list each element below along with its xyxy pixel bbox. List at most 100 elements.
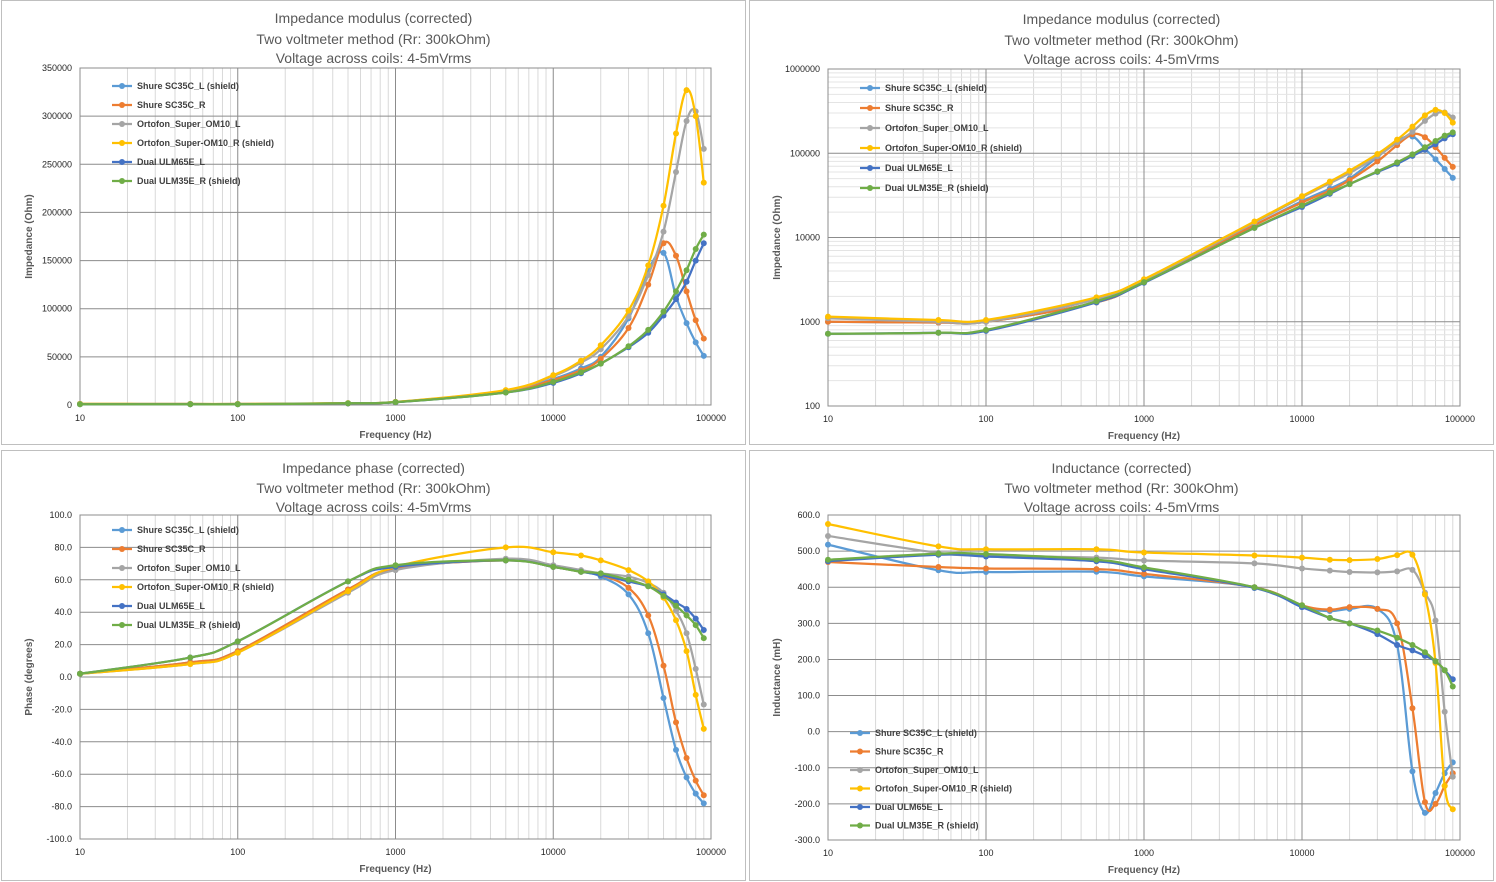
data-point — [673, 288, 680, 295]
data-point — [1441, 132, 1448, 139]
data-point — [1299, 565, 1305, 572]
legend-item: Dual ULM35E_R (shield) — [112, 176, 241, 186]
data-point — [700, 792, 707, 799]
data-point — [1374, 605, 1381, 612]
chart-panel-phase: 10 100 1000 10000 100000 -100.0 -80.0 -60.0 -40.… — [1, 450, 746, 881]
y-tick-label: 80.0 — [54, 542, 72, 552]
x-axis-title: Frequency (Hz) — [1108, 865, 1180, 876]
legend-label: Dual ULM65E_L — [137, 601, 206, 611]
data-point — [392, 399, 399, 406]
legend-marker — [867, 125, 873, 131]
legend-item: Dual ULM65E_L — [112, 601, 206, 611]
data-point — [673, 168, 680, 175]
data-point — [1432, 156, 1439, 163]
data-point — [187, 661, 194, 668]
legend-marker — [119, 546, 125, 552]
y-tick-label: 1000 — [800, 317, 820, 327]
legend-label: Shure SC35C_L (shield) — [137, 525, 239, 535]
data-point — [683, 612, 690, 619]
legend-item: Dual ULM65E_L — [112, 157, 206, 167]
legend-item: Dual ULM35E_R (shield) — [860, 183, 989, 193]
data-point — [1394, 136, 1401, 143]
y-tick-label: 100.0 — [49, 510, 72, 520]
data-point — [1409, 123, 1416, 130]
chart-title-line: Voltage across coils: 4-5mVrms — [1024, 51, 1220, 67]
y-tick-label: 150000 — [42, 256, 72, 266]
data-point — [1374, 556, 1381, 563]
legend-item: Shure SC35C_R — [850, 747, 944, 757]
y-axis-title: Impedance (Ohm) — [772, 195, 783, 279]
data-point — [1299, 554, 1305, 561]
data-point — [1251, 584, 1258, 591]
data-point — [1346, 181, 1353, 188]
data-point — [1374, 168, 1381, 175]
data-point — [645, 281, 652, 288]
y-tick-label: 0 — [67, 400, 72, 410]
y-tick-label: -60.0 — [51, 769, 72, 779]
series-line — [79, 242, 705, 406]
legend-label: Ortofon_Super-OM10_R (shield) — [875, 784, 1012, 794]
chart-title-line: Two voltmeter method (Rr: 300kOhm) — [1004, 32, 1238, 48]
data-point — [1409, 705, 1416, 712]
y-tick-label: 40.0 — [54, 607, 72, 617]
data-point — [1251, 224, 1258, 231]
data-point — [234, 649, 241, 656]
legend-label: Dual ULM35E_R (shield) — [875, 821, 979, 831]
y-tick-label: 300.0 — [797, 618, 820, 628]
data-point — [1326, 606, 1333, 613]
data-point — [502, 389, 509, 396]
series-line — [827, 108, 1454, 324]
data-point — [578, 357, 585, 364]
data-point — [1141, 549, 1147, 556]
data-point — [660, 249, 667, 256]
series-shure-sc35c-r — [77, 240, 707, 408]
legend-marker — [867, 105, 873, 111]
plot-area — [79, 514, 712, 840]
data-point — [345, 588, 352, 595]
data-point — [700, 145, 707, 152]
legend-item: Dual ULM65E_L — [850, 802, 944, 812]
data-point — [578, 552, 585, 559]
x-tick-label: 10 — [823, 414, 833, 424]
y-axis-title: Inductance (mH) — [772, 638, 783, 716]
x-tick-label: 100 — [230, 413, 245, 423]
legend-label: Shure SC35C_R — [137, 544, 206, 554]
series-ortofon-super-om10-l — [825, 532, 1456, 780]
y-tick-label: -40.0 — [51, 737, 72, 747]
x-tick-label: 100 — [230, 847, 245, 857]
data-point — [345, 578, 352, 585]
data-point — [935, 329, 942, 336]
chart-svg-0: 10 100 1000 10000 100000 0 50000 100000 150000 20… — [24, 10, 726, 441]
x-tick-label: 100000 — [1445, 848, 1475, 858]
legend-item: Shure SC35C_L (shield) — [112, 525, 239, 535]
legend-label: Shure SC35C_R — [137, 100, 206, 110]
legend-label: Ortofon_Super_OM10_L — [137, 563, 241, 573]
data-point — [1093, 298, 1100, 305]
data-point — [692, 113, 699, 120]
chart-title-line: Two voltmeter method (Rr: 300kOhm) — [256, 480, 490, 496]
y-tick-label: 1000000 — [785, 64, 820, 74]
data-point — [1441, 166, 1448, 173]
chart-title-line: Inductance (corrected) — [1051, 460, 1191, 476]
grid — [79, 514, 712, 840]
data-point — [597, 360, 604, 367]
data-point — [692, 257, 699, 264]
data-point — [683, 774, 690, 781]
data-point — [692, 790, 699, 797]
data-point — [700, 352, 707, 359]
x-axis-title: Frequency (Hz) — [359, 864, 431, 875]
data-point — [1449, 806, 1456, 813]
data-point — [700, 725, 707, 732]
legend: Shure SC35C_L (shield) Shure SC35C_R Ortof… — [112, 81, 274, 186]
data-point — [1432, 106, 1439, 113]
series-ortofon-super-om10-l — [825, 109, 1456, 325]
data-point — [1326, 567, 1333, 574]
data-point — [1441, 154, 1448, 161]
data-point — [1421, 117, 1428, 124]
legend-label: Shure SC35C_L (shield) — [875, 728, 977, 738]
data-point — [660, 308, 667, 315]
data-point — [502, 557, 509, 564]
x-tick-label: 10 — [823, 848, 833, 858]
legend-label: Ortofon_Super_OM10_L — [875, 765, 979, 775]
data-point — [645, 272, 652, 279]
